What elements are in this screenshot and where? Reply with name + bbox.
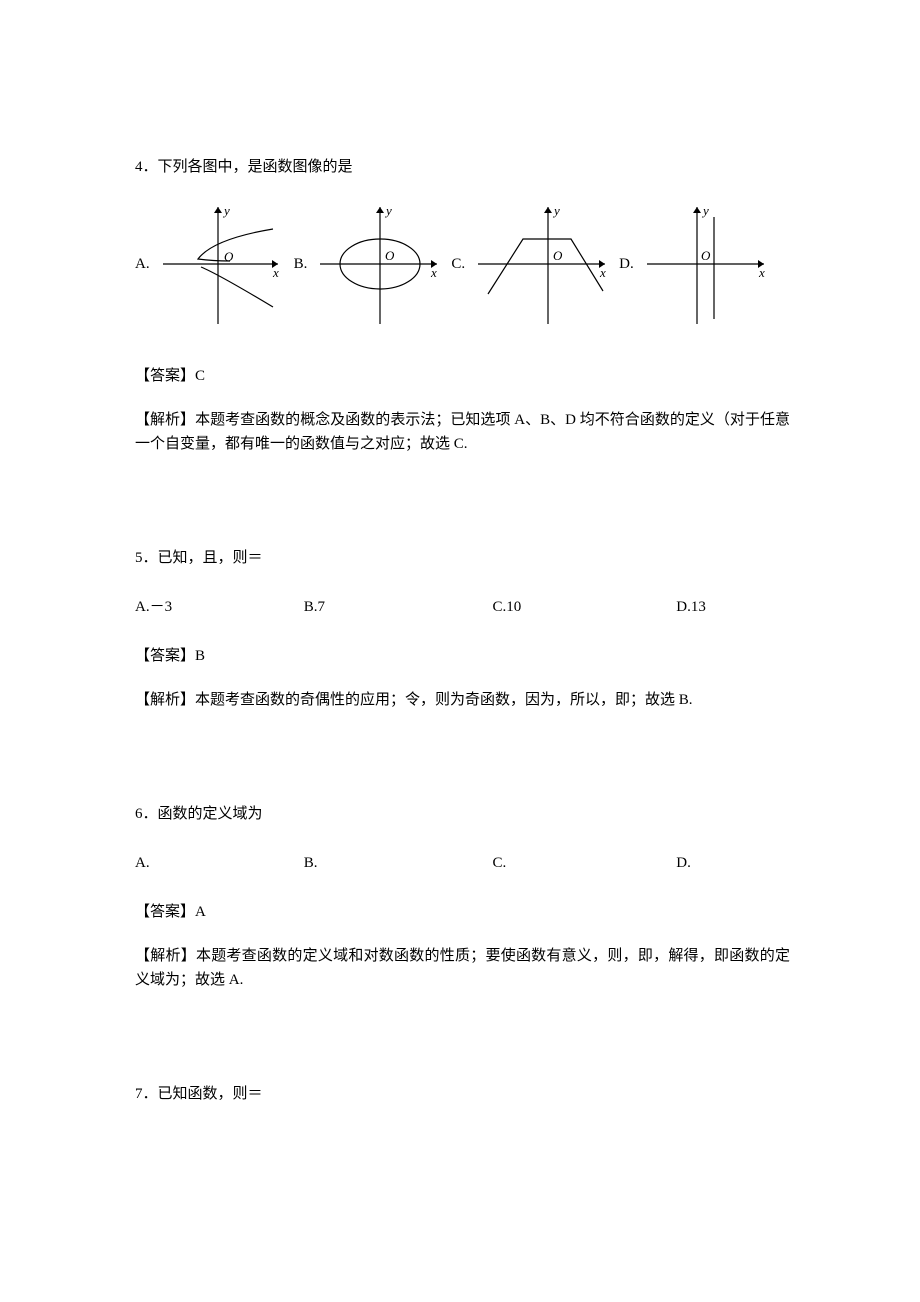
- q6-option-d: D.: [676, 851, 691, 875]
- q4-graph-b: O x y: [315, 199, 445, 329]
- origin-label: O: [701, 248, 711, 263]
- q4-explain: 【解析】本题考查函数的概念及函数的表示法；已知选项 A、B、D 均不符合函数的定…: [135, 408, 790, 456]
- q4-prompt: 4．下列各图中，是函数图像的是: [135, 155, 790, 179]
- x-axis-label: x: [758, 265, 765, 280]
- q7-prompt: 7．已知函数，则＝: [135, 1082, 790, 1106]
- q4-answer: 【答案】C: [135, 364, 790, 388]
- q4-option-a-label: A.: [135, 252, 152, 276]
- q6-explain: 【解析】本题考查函数的定义域和对数函数的性质；要使函数有意义，则，即，解得，即函…: [135, 944, 790, 992]
- question-6: 6．函数的定义域为 A. B. C. D. 【答案】A 【解析】本题考查函数的定…: [135, 802, 790, 992]
- q4-graph-d: O x y: [642, 199, 772, 329]
- origin-label: O: [553, 248, 563, 263]
- q6-options: A. B. C. D.: [135, 851, 790, 875]
- q4-graph-a: O x y: [158, 199, 288, 329]
- q5-options: A.－3 B.7 C.10 D.13: [135, 595, 790, 619]
- q5-prompt: 5．已知，且，则＝: [135, 546, 790, 570]
- q6-option-b: B.: [304, 851, 489, 875]
- q5-explain: 【解析】本题考查函数的奇偶性的应用；令，则为奇函数，因为，所以，即；故选 B.: [135, 688, 790, 712]
- y-axis-label: y: [222, 203, 230, 218]
- question-5: 5．已知，且，则＝ A.－3 B.7 C.10 D.13 【答案】B 【解析】本…: [135, 546, 790, 712]
- q5-option-a: A.－3: [135, 595, 300, 619]
- question-7: 7．已知函数，则＝: [135, 1082, 790, 1106]
- y-axis-label: y: [701, 203, 709, 218]
- x-axis-label: x: [430, 265, 437, 280]
- y-axis-label: y: [384, 203, 392, 218]
- x-axis-label: x: [599, 265, 606, 280]
- x-axis-label: x: [272, 265, 279, 280]
- q4-graph-row: A. O x y B.: [135, 199, 790, 329]
- q6-option-a: A.: [135, 851, 300, 875]
- question-4: 4．下列各图中，是函数图像的是 A. O x y B.: [135, 155, 790, 456]
- q5-option-d: D.13: [676, 595, 706, 619]
- origin-label: O: [385, 248, 395, 263]
- q5-option-b: B.7: [304, 595, 489, 619]
- q4-option-b-label: B.: [294, 252, 310, 276]
- origin-label: O: [224, 249, 234, 264]
- q6-answer: 【答案】A: [135, 900, 790, 924]
- q5-option-c: C.10: [493, 595, 673, 619]
- q5-answer: 【答案】B: [135, 644, 790, 668]
- q4-graph-c: O x y: [473, 199, 613, 329]
- q6-prompt: 6．函数的定义域为: [135, 802, 790, 826]
- q6-option-c: C.: [493, 851, 673, 875]
- q4-option-c-label: C.: [451, 252, 467, 276]
- y-axis-label: y: [552, 203, 560, 218]
- page: 4．下列各图中，是函数图像的是 A. O x y B.: [0, 0, 920, 1302]
- q4-option-d-label: D.: [619, 252, 636, 276]
